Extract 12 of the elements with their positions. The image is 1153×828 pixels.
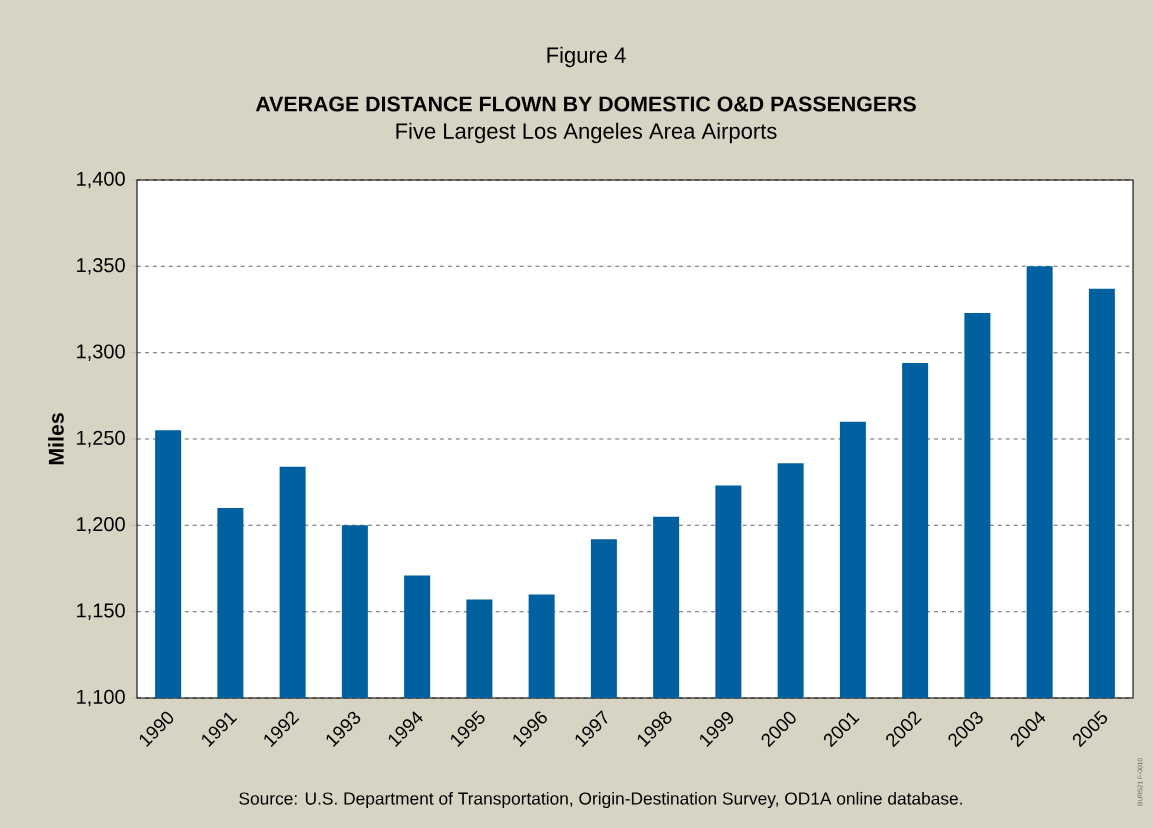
y-tick-label: 1,150: [77, 603, 125, 620]
y-tick-label: 1,400: [77, 171, 125, 189]
caption: Figure 4: [547, 46, 626, 68]
y-tick-label: 1,100: [77, 689, 125, 707]
chart-subtitle: Five Largest Los Angeles Area Airports: [396, 122, 777, 144]
y-tick-label: 1,350: [77, 258, 125, 275]
chart-title: AVERAGE DISTANCE FLOWN BY DOMESTIC O&D PASSENGERS: [255, 96, 916, 112]
y-tick-label: 1,300: [77, 344, 125, 361]
y-axis-title: Miles: [48, 413, 64, 465]
source-note: Source: U.S. Department of Transportation, Origin-Destination Survey, OD1A online database.: [239, 791, 962, 809]
y-tick-label: 1,200: [77, 517, 125, 534]
y-tick-label: 1,250: [77, 430, 125, 448]
